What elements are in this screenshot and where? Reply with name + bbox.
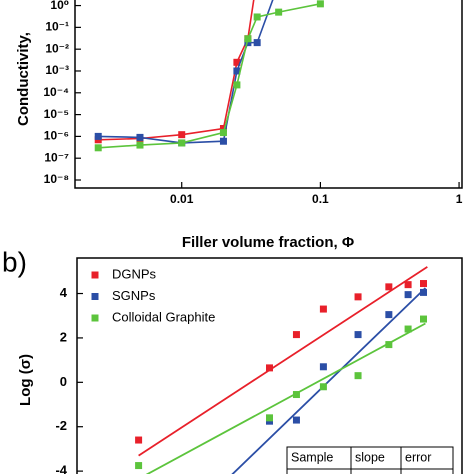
y-tick-label: -2 bbox=[55, 418, 67, 433]
data-point bbox=[219, 129, 227, 137]
y-tick-label: 10⁰ bbox=[50, 0, 69, 12]
fit-line bbox=[145, 322, 426, 474]
y-tick-label: 0 bbox=[60, 374, 67, 389]
bottom-plot bbox=[135, 266, 428, 474]
x-tick-label: 1 bbox=[456, 192, 463, 206]
data-point bbox=[354, 372, 362, 380]
fit-line bbox=[138, 266, 428, 457]
data-point bbox=[319, 363, 327, 371]
y-tick-label: -4 bbox=[55, 463, 67, 474]
table-cell: 0.21 bbox=[425, 472, 449, 474]
data-point bbox=[219, 125, 227, 133]
data-point bbox=[136, 141, 144, 149]
table-header: Sample bbox=[291, 450, 333, 464]
data-point bbox=[404, 291, 412, 299]
series-line bbox=[98, 0, 255, 141]
series-line bbox=[98, 0, 274, 144]
y-tick-label: 4 bbox=[60, 285, 68, 300]
data-point bbox=[135, 436, 143, 444]
data-point bbox=[253, 39, 261, 47]
annotations: 0.01 0.1 1 10⁻⁸ 10⁻⁷ 10⁻⁶ 10⁻⁵ 10⁻⁴ 10⁻³ 10⁻² 10⁻¹… bbox=[43, 0, 463, 474]
table-cell: 2.25 bbox=[373, 472, 397, 474]
bottom-frame bbox=[76, 257, 463, 474]
y-axis-label: Log (σ) bbox=[17, 354, 34, 406]
y-tick-label: 10⁻⁵ bbox=[44, 107, 69, 121]
data-point bbox=[233, 81, 241, 89]
legend-label: Colloidal Graphite bbox=[112, 309, 215, 324]
data-point bbox=[319, 305, 327, 313]
y-tick-label: 10⁻⁴ bbox=[43, 85, 69, 99]
panel-label: b) bbox=[2, 246, 27, 277]
data-point bbox=[292, 331, 300, 339]
data-point bbox=[319, 383, 327, 391]
series-line bbox=[98, 3, 321, 149]
y-tick-label: 10⁻³ bbox=[45, 63, 69, 77]
y-tick-label: 10⁻⁸ bbox=[44, 172, 69, 186]
legend-marker bbox=[91, 314, 99, 322]
data-point bbox=[253, 13, 261, 21]
y-axis-label: Conductivity, bbox=[15, 32, 32, 126]
legend-marker bbox=[91, 293, 99, 300]
data-point bbox=[178, 131, 186, 139]
data-point bbox=[233, 58, 241, 66]
data-point bbox=[244, 35, 252, 43]
y-tick-label: 10⁻⁶ bbox=[44, 129, 69, 143]
data-point bbox=[354, 293, 362, 301]
data-point bbox=[219, 137, 227, 145]
table-header: error bbox=[405, 450, 431, 464]
y-tick-label: 10⁻¹ bbox=[45, 20, 69, 34]
data-point bbox=[404, 281, 412, 289]
data-point bbox=[354, 331, 362, 339]
data-point bbox=[420, 315, 427, 323]
data-point bbox=[420, 288, 427, 296]
data-point bbox=[275, 8, 283, 16]
legend-label: SGNPs bbox=[112, 288, 156, 303]
data-point bbox=[404, 325, 412, 333]
data-point bbox=[385, 311, 393, 319]
x-axis-label: Filler volume fraction, Φ bbox=[182, 234, 354, 251]
y-tick-label: 10⁻⁷ bbox=[44, 150, 69, 164]
top-frame bbox=[74, 0, 463, 189]
x-tick-label: 0.01 bbox=[170, 192, 194, 206]
data-point bbox=[316, 0, 324, 8]
data-point bbox=[136, 133, 144, 141]
table-header: slope bbox=[355, 450, 385, 464]
data-point bbox=[266, 364, 273, 372]
data-point bbox=[266, 414, 273, 422]
data-point bbox=[94, 132, 102, 140]
data-point bbox=[385, 341, 393, 349]
x-tick-label: 0.1 bbox=[312, 192, 329, 206]
fit-line bbox=[231, 287, 427, 474]
y-tick-label: 2 bbox=[60, 329, 67, 344]
table-cell: SGNPs bbox=[291, 472, 333, 474]
data-point bbox=[94, 144, 102, 152]
data-point bbox=[135, 462, 143, 470]
data-point bbox=[420, 280, 427, 288]
data-point bbox=[233, 67, 241, 75]
legend-label: DGNPs bbox=[112, 266, 157, 281]
data-point bbox=[292, 416, 300, 424]
data-point bbox=[292, 391, 300, 399]
y-tick-label: 10⁻² bbox=[45, 41, 69, 55]
data-point bbox=[385, 283, 393, 291]
data-point bbox=[178, 139, 186, 147]
legend-marker bbox=[91, 271, 99, 279]
top-plot bbox=[94, 0, 324, 152]
data-point bbox=[244, 39, 252, 47]
